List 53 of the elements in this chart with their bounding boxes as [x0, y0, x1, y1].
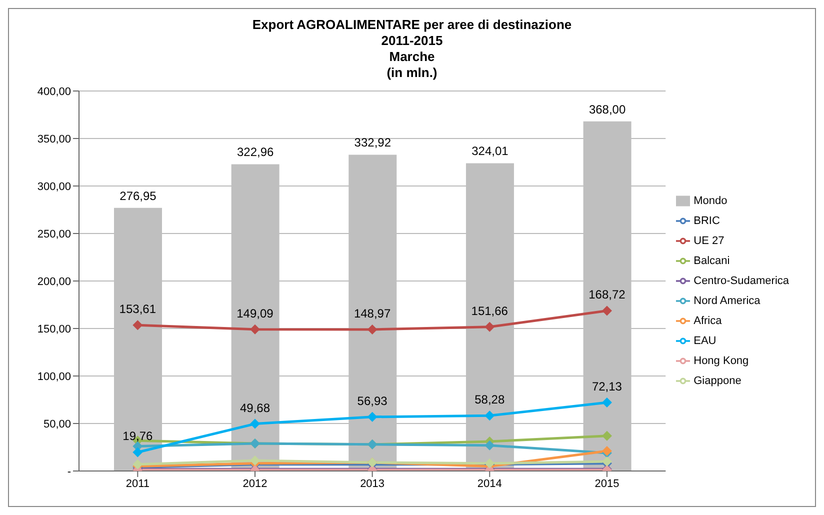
chart-title: Export AGROALIMENTARE per aree di destinazione 2011-2015 Marche (in mln.): [251, 16, 573, 81]
y-tick-label: 50,00: [43, 418, 71, 430]
y-tick-label: 250,00: [37, 228, 71, 240]
data-label: 58,28: [474, 392, 505, 407]
x-tick-label: 2013: [360, 478, 385, 490]
legend-label: BRIC: [694, 215, 720, 227]
y-tick-label: -: [67, 466, 72, 478]
legend-label: EAU: [694, 335, 716, 347]
legend-label: Balcani: [694, 255, 730, 267]
y-tick-label: 200,00: [37, 276, 71, 288]
data-label: 332,92: [354, 136, 392, 150]
legend-label: Mondo: [694, 195, 728, 207]
point: [250, 418, 260, 429]
y-tick-label: 400,00: [37, 86, 71, 98]
point: [602, 397, 612, 408]
point: [250, 456, 260, 466]
point: [132, 447, 143, 458]
y-tick-label: 150,00: [37, 323, 71, 336]
data-label: 368,00: [588, 102, 626, 116]
legend-label: Giappone: [694, 375, 742, 387]
point: [484, 322, 495, 332]
y-tick-label: 350,00: [37, 133, 71, 146]
data-label: 168,72: [588, 288, 626, 302]
legend-label: UE 27: [694, 235, 724, 247]
data-label: 148,97: [354, 306, 391, 320]
data-label: 153,61: [119, 302, 156, 316]
data-label: 56,93: [357, 394, 388, 408]
point: [250, 324, 260, 334]
x-tick-label: 2015: [594, 478, 620, 490]
point: [602, 306, 612, 316]
data-label: 151,66: [471, 304, 508, 318]
data-label: 276,95: [120, 188, 157, 203]
x-tick-label: 2011: [126, 478, 150, 490]
legend-label: Nord America: [694, 295, 760, 307]
data-label: 72,13: [592, 379, 622, 394]
legend-label: Africa: [694, 315, 722, 327]
point: [602, 430, 612, 441]
x-tick-label: 2014: [477, 478, 502, 490]
data-label: 149,09: [236, 306, 274, 320]
x-tick-label: 2012: [242, 478, 268, 490]
point: [132, 320, 143, 330]
data-label: 49,68: [240, 400, 270, 415]
point: [484, 410, 495, 421]
data-label: 322,96: [236, 145, 274, 160]
data-label: 324,01: [472, 144, 509, 158]
y-tick-label: 100,00: [37, 370, 71, 383]
point: [367, 324, 378, 334]
point: [367, 412, 378, 422]
y-tick-label: 300,00: [37, 180, 71, 193]
legend-label: Hong Kong: [694, 355, 749, 367]
data-label: 19,76: [122, 429, 153, 444]
legend-label: Centro-Sudamerica: [694, 275, 789, 287]
point: [484, 440, 495, 450]
